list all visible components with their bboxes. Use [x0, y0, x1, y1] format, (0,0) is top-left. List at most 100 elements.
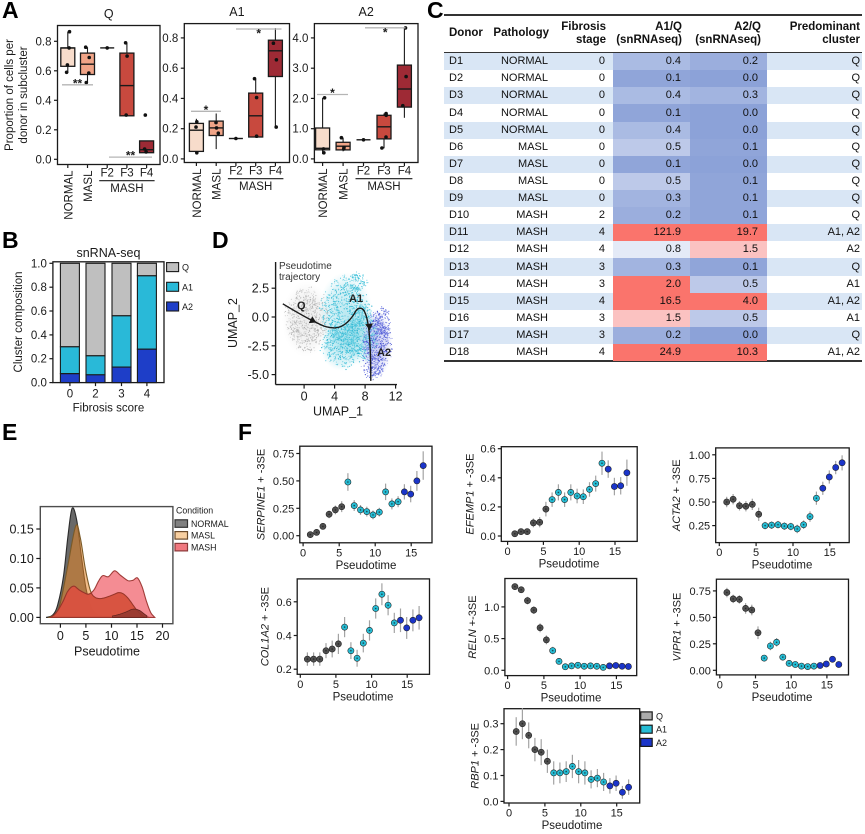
- svg-text:A1: A1: [349, 293, 363, 305]
- svg-text:0: 0: [717, 679, 723, 691]
- svg-text:MASH: MASH: [110, 183, 143, 195]
- svg-text:5: 5: [752, 679, 758, 691]
- svg-text:A2: A2: [182, 302, 193, 312]
- svg-text:0.2: 0.2: [481, 502, 496, 514]
- svg-text:10: 10: [575, 808, 587, 820]
- svg-text:MASL: MASL: [212, 168, 224, 200]
- svg-text:5: 5: [541, 680, 547, 692]
- svg-text:MASH: MASH: [191, 542, 216, 552]
- svg-text:2.0: 2.0: [292, 93, 308, 105]
- svg-text:0.4: 0.4: [481, 473, 496, 485]
- svg-text:0.50: 0.50: [689, 612, 710, 624]
- svg-text:3: 3: [118, 389, 124, 401]
- svg-text:0.2: 0.2: [483, 745, 498, 757]
- svg-text:SERPINE1 + -3SE: SERPINE1 + -3SE: [255, 449, 267, 540]
- svg-text:Pseudotime: Pseudotime: [752, 692, 813, 704]
- svg-text:F2: F2: [100, 168, 113, 180]
- svg-text:*: *: [383, 25, 388, 39]
- svg-text:1.0: 1.0: [31, 258, 47, 270]
- svg-text:Q: Q: [182, 263, 189, 273]
- svg-text:Q: Q: [656, 711, 663, 721]
- svg-text:MASL: MASL: [339, 168, 351, 200]
- svg-text:snRNA-seq: snRNA-seq: [76, 246, 140, 260]
- svg-text:0: 0: [505, 546, 511, 558]
- svg-text:A1: A1: [182, 282, 193, 292]
- svg-text:0.50: 0.50: [689, 497, 710, 509]
- svg-text:10: 10: [573, 546, 585, 558]
- svg-text:5: 5: [753, 547, 759, 559]
- svg-text:RBP1 + -3SE: RBP1 + -3SE: [470, 723, 482, 789]
- svg-text:0: 0: [57, 629, 64, 643]
- svg-text:1.0: 1.0: [484, 602, 499, 614]
- svg-text:0.5: 0.5: [484, 634, 499, 646]
- svg-text:0.4: 0.4: [276, 631, 291, 643]
- svg-text:**: **: [126, 149, 136, 163]
- svg-text:EFEMP1 + -3SE: EFEMP1 + -3SE: [464, 454, 476, 535]
- svg-text:0.6: 0.6: [162, 63, 178, 75]
- svg-text:UMAP_2: UMAP_2: [226, 298, 240, 348]
- svg-text:F2: F2: [229, 166, 242, 178]
- svg-text:-5.0: -5.0: [248, 368, 270, 382]
- svg-text:NORMAL: NORMAL: [63, 170, 75, 220]
- svg-text:F3: F3: [377, 166, 390, 178]
- svg-text:0.0: 0.0: [483, 796, 498, 808]
- svg-text:A2: A2: [359, 5, 374, 19]
- svg-text:0.8: 0.8: [31, 282, 47, 294]
- svg-text:0.25: 0.25: [689, 639, 710, 651]
- svg-text:0: 0: [297, 679, 303, 691]
- svg-text:4: 4: [144, 389, 151, 401]
- svg-text:A1: A1: [229, 5, 244, 19]
- svg-text:0.0: 0.0: [292, 154, 308, 166]
- svg-text:Pseudotime: Pseudotime: [336, 560, 397, 572]
- svg-text:0: 0: [506, 808, 512, 820]
- svg-text:Pseudotime: Pseudotime: [542, 820, 603, 832]
- svg-text:4: 4: [331, 390, 338, 404]
- svg-text:15: 15: [405, 547, 417, 559]
- svg-text:0.4: 0.4: [31, 330, 48, 342]
- svg-text:10: 10: [787, 547, 799, 559]
- svg-text:12: 12: [389, 390, 403, 404]
- svg-text:0.4: 0.4: [36, 95, 53, 107]
- svg-text:F3: F3: [249, 166, 262, 178]
- svg-text:0.0: 0.0: [162, 154, 178, 166]
- svg-text:0.3: 0.3: [483, 719, 498, 731]
- svg-text:0: 0: [505, 680, 511, 692]
- svg-text:Pseudotime: Pseudotime: [279, 261, 332, 272]
- svg-text:-2.5: -2.5: [248, 339, 270, 353]
- svg-text:donor in subcluster: donor in subcluster: [18, 46, 30, 143]
- svg-text:0: 0: [300, 547, 306, 559]
- svg-text:0.1: 0.1: [483, 771, 498, 783]
- svg-text:0.05: 0.05: [9, 581, 33, 595]
- svg-text:VIPR1 + -3SE: VIPR1 + -3SE: [671, 593, 683, 662]
- svg-text:15: 15: [824, 547, 836, 559]
- svg-text:2: 2: [92, 389, 98, 401]
- svg-text:0.6: 0.6: [31, 306, 47, 318]
- svg-text:F4: F4: [269, 166, 283, 178]
- svg-text:10: 10: [105, 629, 119, 643]
- svg-text:MASH: MASH: [367, 181, 400, 193]
- svg-text:0.6: 0.6: [276, 597, 291, 609]
- svg-text:0.0: 0.0: [484, 665, 499, 677]
- svg-text:F2: F2: [357, 166, 370, 178]
- svg-text:1.0: 1.0: [292, 124, 308, 136]
- svg-text:0.10: 0.10: [9, 552, 33, 566]
- svg-text:Condition: Condition: [176, 506, 213, 516]
- svg-text:20: 20: [156, 629, 170, 643]
- svg-text:15: 15: [130, 629, 144, 643]
- svg-text:**: **: [73, 76, 83, 90]
- svg-text:*: *: [330, 86, 335, 100]
- svg-text:15: 15: [821, 679, 833, 691]
- svg-text:0.2: 0.2: [36, 125, 52, 137]
- svg-text:0.0: 0.0: [36, 154, 52, 166]
- svg-text:5: 5: [82, 629, 89, 643]
- svg-text:0.00: 0.00: [9, 611, 33, 625]
- svg-text:Pseudotime: Pseudotime: [541, 693, 602, 705]
- svg-text:5: 5: [333, 679, 339, 691]
- svg-text:Fibrosis score: Fibrosis score: [73, 403, 145, 415]
- svg-text:MASL: MASL: [83, 170, 95, 202]
- svg-text:Pseudotime: Pseudotime: [752, 560, 813, 572]
- svg-text:0.0: 0.0: [31, 378, 47, 390]
- svg-text:NORMAL: NORMAL: [191, 519, 229, 529]
- svg-text:A2: A2: [377, 347, 391, 359]
- svg-text:2.5: 2.5: [252, 282, 269, 296]
